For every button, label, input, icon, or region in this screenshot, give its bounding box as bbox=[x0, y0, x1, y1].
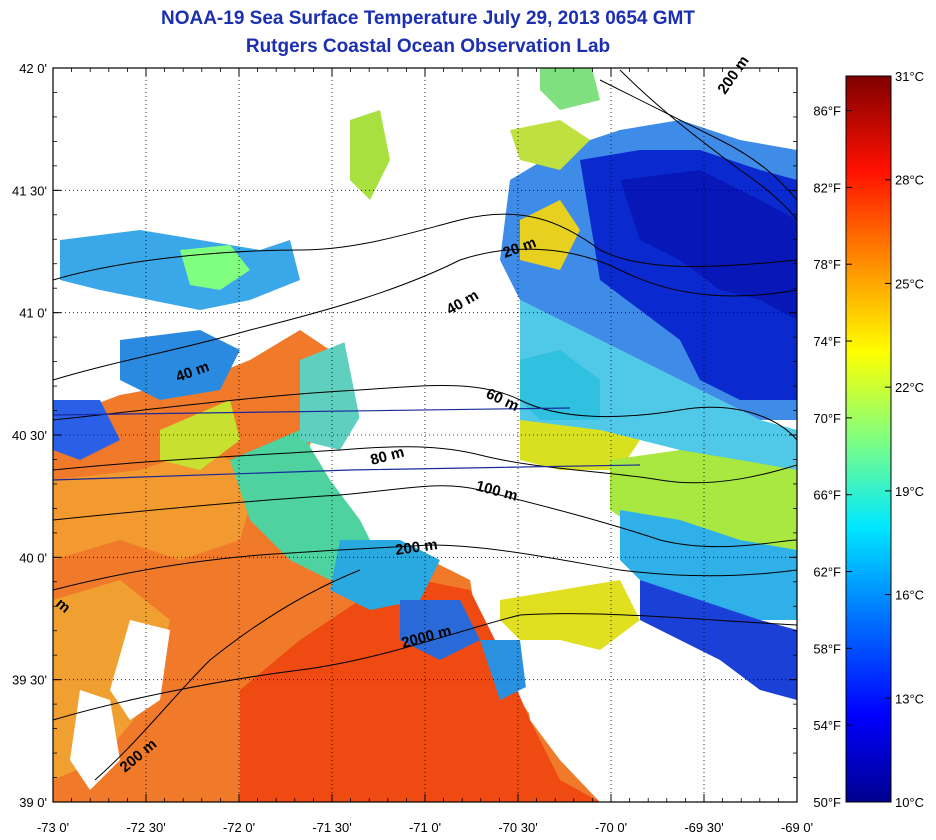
colorbar-ticks: 31°C 28°C 25°C 22°C 19°C 16°C 13°C 10°C 86°F 82°F… bbox=[813, 69, 924, 810]
map-subtitle: Rutgers Coastal Ocean Observation Lab bbox=[245, 36, 611, 57]
lon-tick-label: -69 30' bbox=[684, 820, 723, 835]
lat-tick-label: 42 0' bbox=[19, 61, 47, 76]
bathymetry-contours bbox=[52, 69, 798, 781]
map-axes: -73 0' -72 30' -72 0' -71 30' -71 0' -70 30' -… bbox=[12, 61, 813, 835]
lon-tick-label: -72 0' bbox=[223, 820, 255, 835]
lat-tick-label: 40 0' bbox=[19, 550, 47, 565]
colorbar-celsius-label: 22°C bbox=[895, 380, 924, 395]
lat-tick-label: 40 30' bbox=[12, 428, 47, 443]
colorbar-fahrenheit-label: 62°F bbox=[813, 565, 841, 580]
colorbar-celsius-label: 10°C bbox=[895, 795, 924, 810]
lon-tick-label: -71 0' bbox=[409, 820, 441, 835]
lon-tick-label: -70 30' bbox=[498, 820, 537, 835]
lon-tick-label: -70 0' bbox=[595, 820, 627, 835]
lon-tick-label: -69 0' bbox=[781, 820, 813, 835]
lat-tick-label: 41 0' bbox=[19, 306, 47, 321]
lat-tick-label: 39 30' bbox=[12, 673, 47, 688]
sst-imagery bbox=[53, 68, 797, 802]
colorbar-celsius-label: 31°C bbox=[895, 69, 924, 84]
colorbar-celsius-label: 19°C bbox=[895, 484, 924, 499]
colorbar-fahrenheit-label: 82°F bbox=[813, 180, 841, 195]
graticule bbox=[53, 68, 797, 802]
colorbar-celsius-label: 16°C bbox=[895, 588, 924, 603]
lon-tick-label: -72 30' bbox=[126, 820, 165, 835]
colorbar-celsius-label: 25°C bbox=[895, 276, 924, 291]
contour-label: 200 m bbox=[394, 536, 438, 559]
lon-tick-label: -73 0' bbox=[37, 820, 69, 835]
colorbar bbox=[845, 75, 892, 803]
colorbar-fahrenheit-label: 58°F bbox=[813, 641, 841, 656]
colorbar-fahrenheit-label: 50°F bbox=[813, 795, 841, 810]
map-title: NOAA-19 Sea Surface Temperature July 29,… bbox=[160, 8, 695, 29]
colorbar-fahrenheit-label: 54°F bbox=[813, 718, 841, 733]
colorbar-celsius-label: 28°C bbox=[895, 173, 924, 188]
colorbar-celsius-label: 13°C bbox=[895, 691, 924, 706]
lat-tick-label: 41 30' bbox=[12, 183, 47, 198]
colorbar-fahrenheit-label: 70°F bbox=[813, 411, 841, 426]
lat-tick-label: 39 0' bbox=[19, 795, 47, 810]
colorbar-fahrenheit-label: 74°F bbox=[813, 334, 841, 349]
lon-tick-label: -71 30' bbox=[312, 820, 351, 835]
colorbar-fahrenheit-label: 86°F bbox=[813, 104, 841, 119]
colorbar-fahrenheit-label: 66°F bbox=[813, 488, 841, 503]
colorbar-fahrenheit-label: 78°F bbox=[813, 257, 841, 272]
